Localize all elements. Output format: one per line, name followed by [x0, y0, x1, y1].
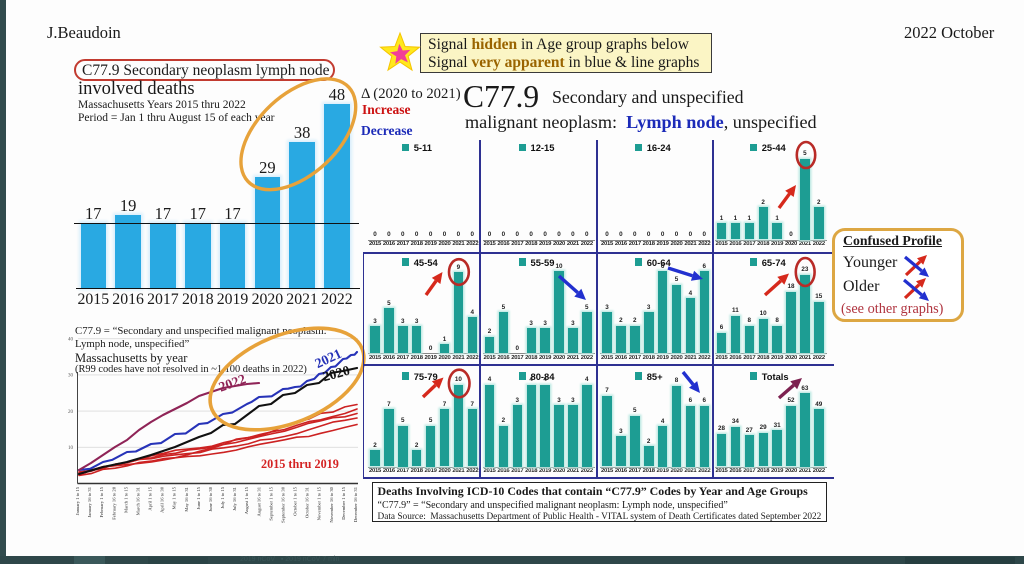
svg-text:December 16 to 31: December 16 to 31	[353, 486, 358, 522]
svg-text:November 1 to 15: November 1 to 15	[317, 486, 322, 520]
svg-text:June 1 to 15: June 1 to 15	[196, 486, 201, 509]
svg-text:April 1 to 15: April 1 to 15	[148, 486, 153, 510]
svg-text:August 1 to 15: August 1 to 15	[244, 486, 249, 514]
svg-text:February 16 to 28: February 16 to 28	[111, 486, 116, 519]
svg-text:July 16 to 31: July 16 to 31	[232, 486, 237, 511]
svg-text:40: 40	[68, 338, 74, 343]
svg-text:2020: 2020	[321, 363, 352, 385]
svg-text:March 16 to 31: March 16 to 31	[135, 486, 140, 515]
svg-text:March 1 to 15: March 1 to 15	[123, 486, 128, 513]
svg-text:30: 30	[68, 374, 74, 379]
svg-text:January 1 to 15: January 1 to 15	[75, 486, 80, 515]
svg-text:February 1 to 15: February 1 to 15	[99, 486, 104, 517]
svg-text:April 16 to 30: April 16 to 30	[160, 486, 165, 513]
svg-text:10: 10	[68, 446, 74, 451]
svg-text:August 16 to 31: August 16 to 31	[256, 486, 261, 516]
svg-text:July 1 to 15: July 1 to 15	[220, 486, 225, 508]
svg-text:2021: 2021	[313, 346, 344, 371]
svg-text:September 1 to 15: September 1 to 15	[268, 486, 273, 520]
svg-text:October 16 to 31: October 16 to 31	[305, 486, 310, 518]
svg-text:May 16 to 31: May 16 to 31	[184, 486, 189, 511]
svg-text:January 16 to 31: January 16 to 31	[87, 486, 92, 517]
svg-text:September 16 to 30: September 16 to 30	[281, 486, 286, 523]
svg-text:November 16 to 30: November 16 to 30	[329, 486, 334, 522]
svg-text:2015 thru 2019: 2015 thru 2019	[261, 457, 339, 471]
svg-text:December 1 to 15: December 1 to 15	[341, 486, 346, 519]
svg-text:20: 20	[68, 410, 74, 415]
svg-text:October 1 to 15: October 1 to 15	[293, 486, 298, 515]
svg-text:June 16 to 30: June 16 to 30	[208, 486, 213, 511]
svg-text:May 1 to 15: May 1 to 15	[172, 486, 177, 509]
